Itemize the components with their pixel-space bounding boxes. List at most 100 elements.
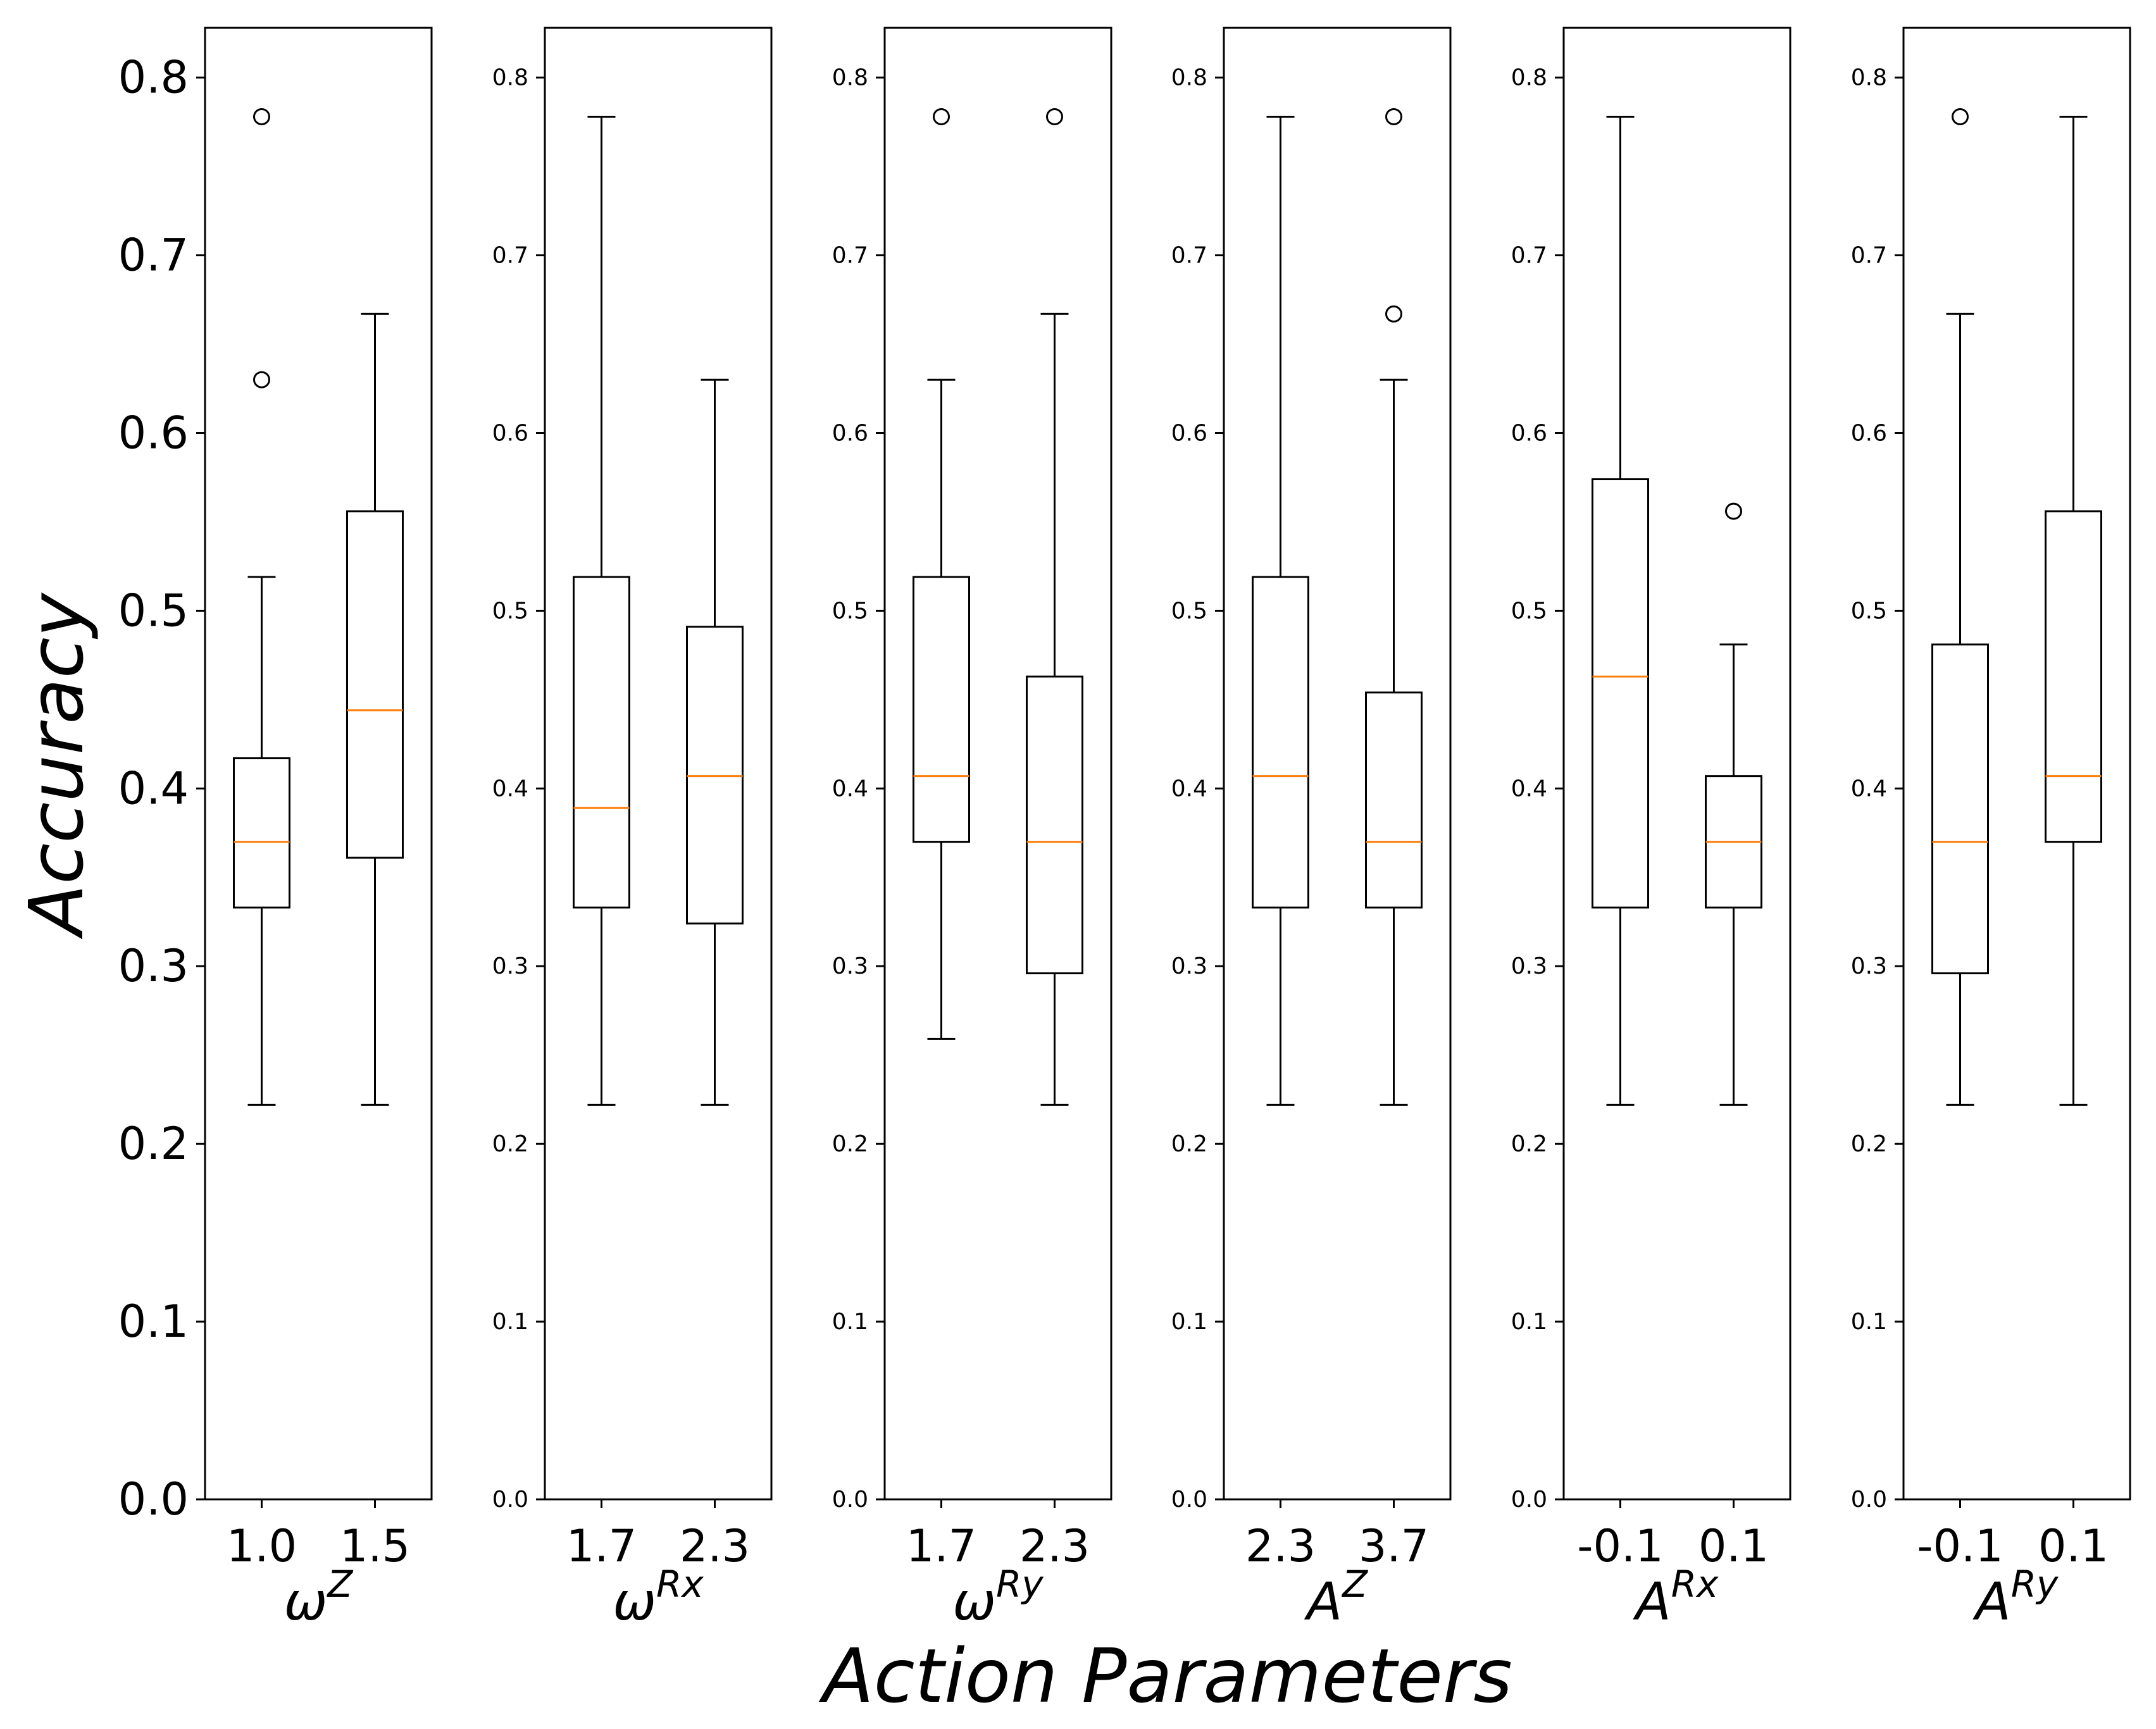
outlier-point — [1385, 108, 1402, 125]
box-2: 0.1 — [2038, 115, 2109, 1572]
y-tick-label: 0.8 — [1851, 65, 1887, 91]
iqr-box — [573, 576, 630, 909]
axes-frame — [1902, 27, 2131, 1501]
iqr-box — [1026, 675, 1083, 974]
y-tick-label: 0.4 — [1171, 776, 1207, 802]
y-tick-label: 0.3 — [118, 940, 189, 992]
y-tick-label: 0.6 — [832, 420, 868, 446]
y-tick-label: 0.1 — [1851, 1309, 1887, 1335]
parameter-symbol: ω — [284, 1572, 328, 1632]
x-tick-label: 1.0 — [227, 1520, 297, 1572]
y-tick-label: 0.4 — [118, 762, 189, 814]
box-2: 3.7 — [1359, 108, 1429, 1572]
y-tick-label: 0.0 — [118, 1473, 189, 1525]
iqr-box — [1931, 643, 1989, 974]
box-1: -0.1 — [1577, 115, 1664, 1572]
box-2: 1.5 — [340, 313, 410, 1572]
y-tick-label: 0.1 — [1171, 1309, 1207, 1335]
axes-frame — [883, 27, 1112, 1501]
parameter-label: ωZ — [284, 1563, 354, 1632]
y-tick-label: 0.1 — [1511, 1309, 1547, 1335]
outlier-point — [1952, 108, 1969, 125]
y-tick-label: 0.8 — [492, 65, 528, 91]
y-tick-label: 0.8 — [832, 65, 868, 91]
y-tick-label: 0.3 — [1171, 953, 1207, 979]
iqr-box — [233, 757, 290, 909]
y-tick-label: 0.5 — [1511, 598, 1547, 624]
iqr-box — [1365, 691, 1423, 909]
y-tick-label: 0.7 — [1851, 243, 1887, 269]
y-tick-label: 0.7 — [492, 243, 528, 269]
y-tick-label: 0.2 — [118, 1118, 189, 1170]
y-tick-label: 0.1 — [118, 1296, 189, 1348]
box-1: 1.7 — [906, 108, 976, 1572]
panel-4: 0.00.10.20.30.40.50.60.70.82.3 3.7AZ — [1171, 27, 1452, 1632]
y-tick-label: 0.8 — [118, 52, 189, 104]
y-tick-label: 0.6 — [492, 420, 528, 446]
x-tick-label: 2.3 — [680, 1520, 750, 1572]
panels-group: 0.00.10.20.30.40.50.60.70.81.0 1.5ωZ0.00.… — [118, 27, 2131, 1632]
x-tick-label: -0.1 — [1577, 1520, 1664, 1572]
outlier-point — [933, 108, 950, 125]
iqr-box — [1592, 478, 1649, 909]
y-tick-label: 0.3 — [1511, 953, 1547, 979]
y-tick-label: 0.6 — [1851, 420, 1887, 446]
x-tick-label: 1.7 — [566, 1520, 637, 1572]
parameter-superscript: Z — [326, 1563, 353, 1606]
parameter-label: ARy — [1972, 1563, 2059, 1632]
y-tick-label: 0.0 — [1171, 1487, 1207, 1513]
parameter-superscript: Rx — [656, 1563, 704, 1606]
panel-1: 0.0 0.1 0.2 0.3 0.4 0.5 0.6 0.7 0.8 1.0 1.5ωZ — [118, 27, 433, 1632]
y-tick-label: 0.3 — [832, 953, 868, 979]
parameter-superscript: Z — [1341, 1563, 1368, 1606]
iqr-box — [346, 510, 404, 859]
iqr-box — [2045, 510, 2102, 843]
x-axis-title: Action Parameters — [818, 1632, 1512, 1720]
y-tick-label: 0.5 — [1851, 598, 1887, 624]
box-2: 2.3 — [1019, 108, 1090, 1572]
y-tick-label: 0.3 — [1851, 953, 1887, 979]
y-tick-label: 0.1 — [832, 1309, 868, 1335]
y-tick-label: 0.2 — [492, 1131, 528, 1157]
axes-frame — [544, 27, 773, 1501]
y-tick-label: 0.8 — [1171, 65, 1207, 91]
parameter-symbol: A — [1304, 1572, 1342, 1632]
outlier-point — [253, 108, 270, 125]
parameter-label: AZ — [1304, 1563, 1368, 1632]
x-tick-label: 0.1 — [1698, 1520, 1769, 1572]
x-tick-label: 0.1 — [2038, 1520, 2109, 1572]
outlier-point — [1725, 502, 1742, 520]
y-tick-label: 0.7 — [832, 243, 868, 269]
y-tick-label: 0.8 — [1511, 65, 1547, 91]
y-tick-label: 0.1 — [492, 1309, 528, 1335]
iqr-box — [913, 576, 970, 843]
y-tick-label: 0.7 — [1171, 243, 1207, 269]
outlier-point — [1046, 108, 1063, 125]
y-tick-label: 0.4 — [492, 776, 528, 802]
parameter-superscript: Ry — [996, 1563, 1044, 1606]
y-tick-label: 0.0 — [832, 1487, 868, 1513]
box-1: -0.1 — [1917, 108, 2003, 1572]
box-1: 2.3 — [1245, 115, 1316, 1572]
y-tick-label: 0.7 — [118, 230, 189, 282]
parameter-symbol: A — [1633, 1572, 1671, 1632]
axes-frame — [1562, 27, 1791, 1501]
parameter-superscript: Rx — [1671, 1563, 1719, 1606]
box-2: 2.3 — [680, 378, 750, 1572]
y-tick-label: 0.6 — [1171, 420, 1207, 446]
y-tick-label: 0.5 — [1171, 598, 1207, 624]
y-tick-label: 0.2 — [1171, 1131, 1207, 1157]
y-tick-label: 0.3 — [492, 953, 528, 979]
y-tick-label: 0.0 — [492, 1487, 528, 1513]
y-tick-label: 0.5 — [118, 585, 189, 636]
parameter-label: ωRy — [952, 1563, 1044, 1632]
parameter-label: ωRx — [613, 1563, 704, 1632]
outlier-point — [253, 371, 270, 388]
y-axis-title: Accuracy — [13, 592, 100, 939]
y-tick-label: 0.2 — [1511, 1131, 1547, 1157]
